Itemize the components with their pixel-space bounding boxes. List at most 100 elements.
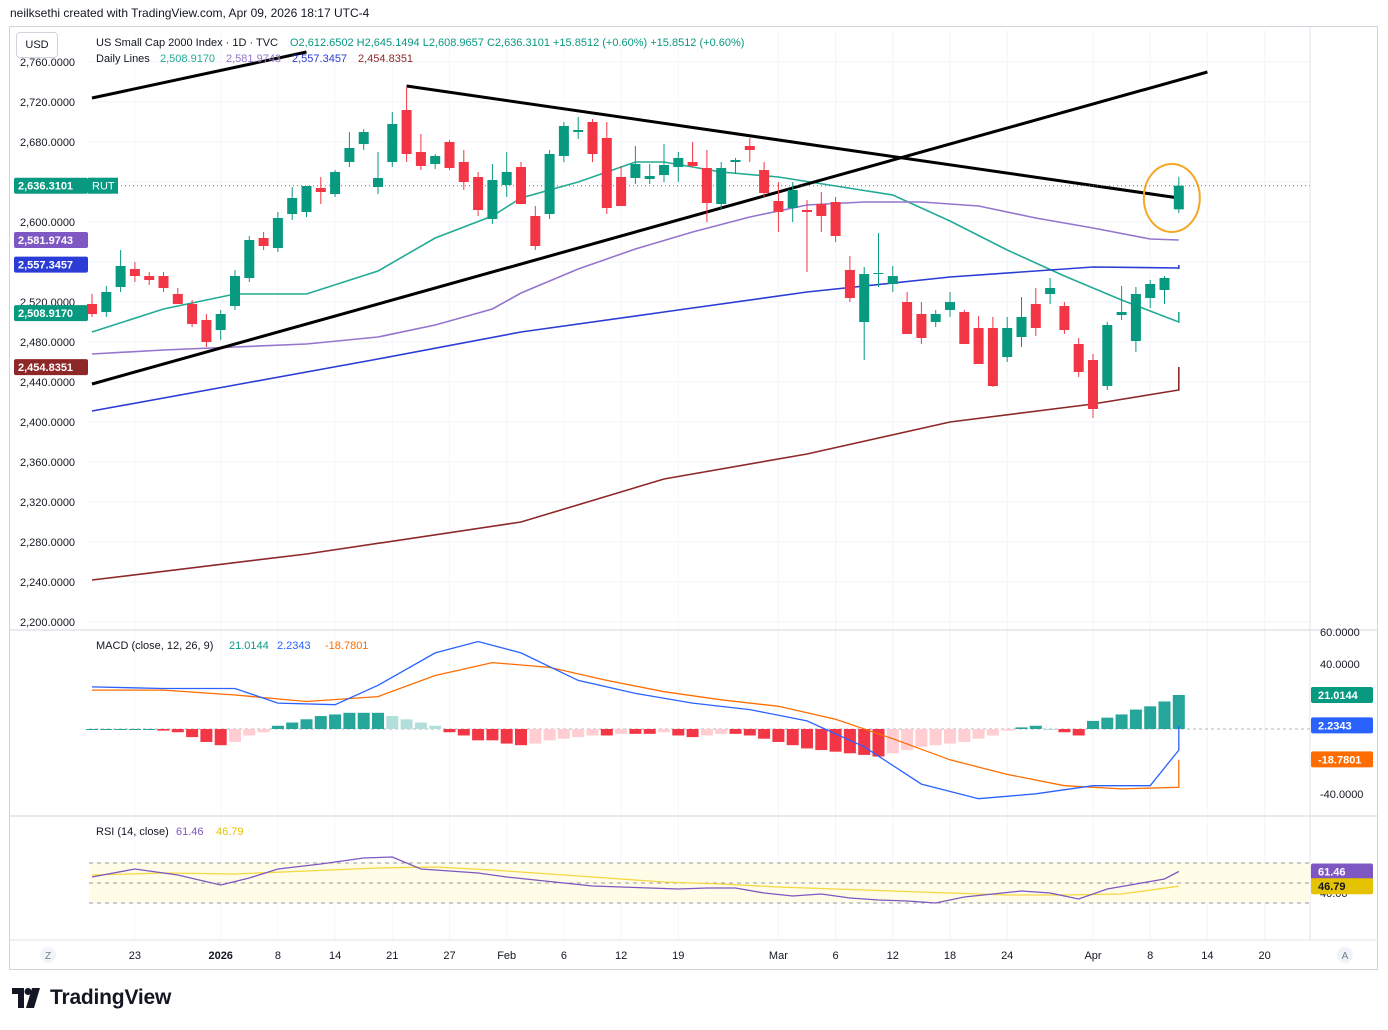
macd-value: 2.2343 (277, 640, 311, 652)
macd-panel: MACD (close, 12, 26, 9) 21.0144 2.2343 -18.… (86, 627, 1373, 801)
price-tag-label: 2,581.9743 (18, 235, 73, 247)
macd-histogram-bar (128, 729, 141, 730)
candle-body (487, 180, 498, 219)
time-axis-label: 8 (1147, 950, 1153, 962)
price-axis-tick: 2,280.0000 (20, 537, 75, 549)
legend-line-value: 2,508.9170 (160, 53, 215, 65)
candle-body (87, 304, 97, 314)
candle-body (773, 201, 784, 212)
macd-histogram-bar (1144, 706, 1157, 729)
macd-histogram-bar (286, 722, 299, 729)
price-tag-label: 2,557.3457 (18, 260, 73, 272)
candle-body (844, 270, 855, 298)
chart-attribution: neilksethi created with TradingView.com,… (10, 6, 370, 20)
macd-axis-tick: -40.0000 (1320, 789, 1363, 801)
rsi-tag-label: 46.79 (1318, 881, 1346, 893)
macd-histogram-bar (658, 729, 670, 733)
time-axis-label: Mar (769, 950, 788, 962)
macd-histogram-bar (243, 729, 256, 736)
candle-body (458, 162, 469, 182)
candle-body (301, 186, 312, 212)
macd-tag-box (1311, 717, 1373, 734)
candle-body (387, 124, 398, 162)
macd-axis-tick: 60.0000 (1320, 627, 1360, 639)
price-axis-tick: 2,480.0000 (20, 337, 75, 349)
symbol-tag-label: RUT (92, 181, 115, 193)
macd-histogram-bar (229, 729, 241, 742)
candle-body (830, 202, 841, 236)
candle-body (358, 132, 369, 144)
macd-histogram-bar (629, 729, 642, 734)
macd-histogram-bar (400, 719, 413, 729)
macd-histogram-bar (257, 729, 270, 733)
macd-tag-box (1311, 751, 1373, 768)
trendline (406, 84, 1180, 200)
tradingview-logo-icon (12, 988, 40, 1008)
time-axis-label: 2026 (208, 950, 232, 962)
macd-histogram-bar (758, 729, 771, 739)
price-axis-tick: 2,400.0000 (20, 417, 75, 429)
macd-histogram-bar (214, 729, 227, 746)
time-axis-button (40, 947, 56, 963)
candle-body (1102, 325, 1113, 386)
candle-body (287, 198, 298, 214)
macd-histogram-bar (557, 729, 570, 739)
candle-body (630, 164, 641, 178)
time-axis-label: 14 (1201, 950, 1213, 962)
candle-body (616, 177, 627, 206)
candle-body (144, 276, 155, 280)
candle-body (687, 162, 698, 166)
rsi-tag-label: 61.46 (1318, 867, 1346, 879)
time-axis-label: 8 (275, 950, 281, 962)
macd-tag-label: 2.2343 (1318, 720, 1352, 732)
price-axis-tick: 2,240.0000 (20, 577, 75, 589)
candle-body (115, 266, 126, 287)
macd-histogram-bar (929, 729, 942, 746)
macd-histogram-bar (1001, 729, 1014, 731)
legend-lines-label: Daily Lines (96, 53, 150, 65)
candle-body (744, 146, 755, 150)
candle-body (730, 160, 741, 162)
price-tag-box (14, 359, 88, 376)
price-tag-box (14, 256, 88, 273)
macd-histogram-bar (1158, 701, 1171, 729)
macd-histogram-bar (915, 729, 928, 747)
time-axis-label: Feb (497, 950, 516, 962)
daily-lines (91, 161, 1180, 581)
candle-body (501, 172, 512, 185)
chart-frame (9, 26, 1378, 970)
candle-body (215, 314, 226, 330)
macd-histogram-bar (843, 729, 856, 754)
macd-histogram-bar (672, 729, 685, 736)
macd-histogram-bar (1172, 694, 1185, 729)
candle-body (601, 138, 612, 208)
macd-histogram-bar (615, 729, 628, 734)
macd-histogram-bar (157, 729, 170, 731)
macd-histogram-bar (543, 729, 556, 741)
candle-body (644, 176, 655, 179)
tradingview-logo-text: TradingView (50, 986, 172, 1009)
macd-histogram-bar (858, 729, 871, 755)
price-tag-label: 2,454.8351 (18, 362, 73, 374)
rsi-ma-line (91, 866, 1179, 896)
price-axis-tick: 2,720.0000 (20, 97, 75, 109)
candle-body (1016, 317, 1027, 337)
macd-histogram-bar (786, 729, 799, 746)
macd-histogram-bar (886, 729, 899, 754)
macd-histogram-bar (457, 729, 470, 736)
macd-histogram-bar (743, 729, 756, 736)
time-axis-label: 12 (615, 950, 627, 962)
macd-histogram-bar (1115, 714, 1128, 729)
macd-histogram-bar (329, 714, 342, 729)
currency-selector[interactable]: USD (16, 32, 58, 58)
macd-histogram-bar (986, 729, 999, 736)
macd-histogram-bar (815, 729, 828, 751)
macd-histogram-bar (386, 716, 399, 729)
macd-histogram-bar (314, 716, 327, 729)
tradingview-logo[interactable]: TradingView (12, 986, 171, 1010)
macd-histogram-bar (958, 729, 971, 742)
macd-histogram-bar (901, 729, 914, 751)
macd-histogram-bar (114, 729, 127, 730)
